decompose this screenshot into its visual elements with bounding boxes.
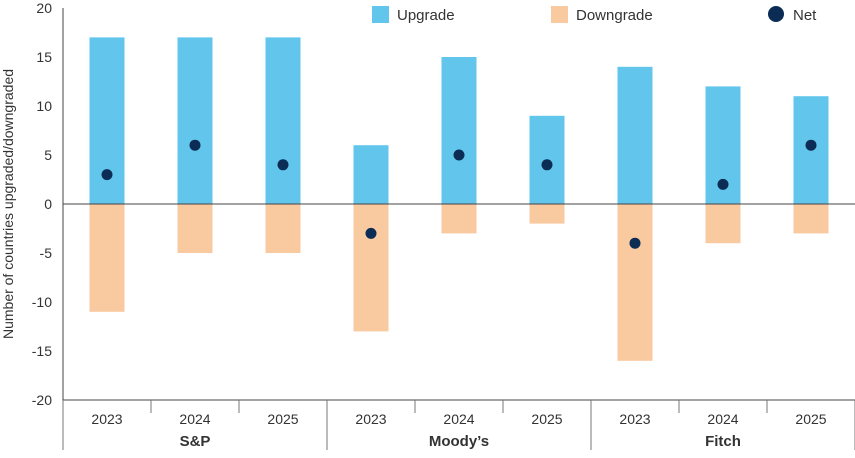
y-tick-label: 15 — [36, 49, 52, 65]
x-tick-label: 2025 — [531, 411, 562, 427]
group-label: Moody’s — [429, 433, 489, 450]
upgrade-bar — [177, 37, 213, 205]
net-dot — [805, 139, 817, 151]
downgrade-bar — [89, 204, 125, 312]
legend-swatch-upgrade — [372, 6, 389, 23]
downgrade-bar — [529, 204, 565, 224]
upgrade-bar — [353, 145, 389, 204]
upgrade-bar — [617, 66, 653, 204]
downgrade-bar — [705, 204, 741, 244]
legend-swatch-net — [768, 6, 784, 22]
group-label: S&P — [180, 433, 211, 450]
y-tick-label: -5 — [40, 245, 53, 261]
net-dot — [629, 237, 641, 249]
downgrade-bar — [177, 204, 213, 253]
y-axis-label: Number of countries upgraded/downgraded — [0, 69, 16, 339]
y-tick-label: 0 — [44, 196, 52, 212]
x-tick-label: 2024 — [443, 411, 474, 427]
x-tick-label: 2025 — [795, 411, 826, 427]
legend-label: Upgrade — [397, 7, 455, 24]
group-label: Fitch — [705, 433, 741, 450]
downgrade-bar — [617, 204, 653, 361]
legend-swatch-downgrade — [551, 6, 568, 23]
y-tick-label: -15 — [32, 343, 52, 359]
net-dot — [365, 227, 377, 239]
net-dot — [189, 139, 201, 151]
x-tick-label: 2025 — [267, 411, 298, 427]
downgrade-bar — [265, 204, 301, 253]
downgrade-bar — [353, 204, 389, 332]
y-tick-label: 5 — [44, 147, 52, 163]
x-tick-label: 2024 — [179, 411, 210, 427]
x-tick-label: 2023 — [355, 411, 386, 427]
y-tick-label: 10 — [36, 98, 52, 114]
net-dot — [277, 159, 289, 171]
y-tick-label: 20 — [36, 0, 52, 16]
downgrade-bar — [441, 204, 477, 234]
legend-label: Net — [793, 7, 817, 24]
x-tick-label: 2024 — [707, 411, 738, 427]
net-dot — [541, 159, 553, 171]
downgrade-bar — [793, 204, 829, 234]
net-dot — [453, 149, 465, 161]
x-tick-label: 2023 — [91, 411, 122, 427]
y-tick-label: -20 — [32, 392, 52, 408]
legend-label: Downgrade — [576, 7, 653, 24]
net-dot — [101, 169, 113, 181]
y-tick-label: -10 — [32, 294, 52, 310]
upgrade-bar — [265, 37, 301, 205]
net-dot — [717, 178, 729, 190]
upgrade-bar — [441, 57, 477, 204]
x-tick-label: 2023 — [619, 411, 650, 427]
